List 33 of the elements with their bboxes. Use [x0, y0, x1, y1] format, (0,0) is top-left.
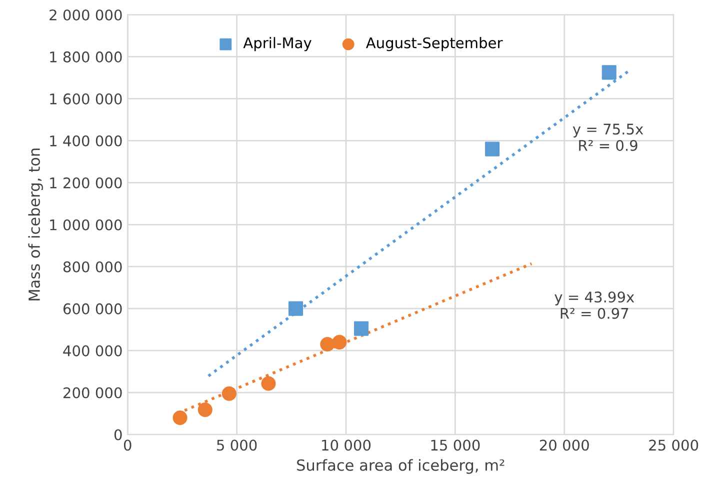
- point: [222, 386, 236, 401]
- point: [485, 142, 500, 156]
- y-tick-label: 200 000: [64, 387, 122, 398]
- y-tick-label: 1 800 000: [50, 51, 122, 62]
- x-tick-label: 15 000: [431, 440, 480, 451]
- point: [288, 301, 304, 316]
- x-tick-label: 5 000: [217, 440, 257, 451]
- y-tick-label: 800 000: [63, 261, 122, 272]
- y-tick-label: 400 000: [63, 345, 122, 356]
- x-tick-label: 10 000: [322, 440, 371, 451]
- y-tick-label: 1 200 000: [50, 177, 122, 188]
- point: [320, 336, 335, 352]
- x-axis-title: Surface area of iceberg, m²: [297, 459, 504, 474]
- point: [198, 402, 212, 418]
- annotation: y = 75.5x R² = 0.9: [572, 124, 644, 151]
- y-tick-label: 0: [114, 429, 122, 440]
- x-tick-label: 0: [124, 440, 132, 451]
- y-tick-label: 600 000: [63, 303, 122, 314]
- point: [261, 376, 276, 391]
- y-tick-label: 1 400 000: [50, 135, 122, 146]
- point: [602, 65, 616, 80]
- y-axis-title: Mass of iceberg, ton: [28, 148, 43, 300]
- x-tick-label: 20 000: [540, 440, 589, 451]
- point: [354, 321, 369, 336]
- annotation: y = 43.99x R² = 0.97: [554, 292, 634, 319]
- legend-label: April-May: [243, 37, 312, 52]
- x-tick-label: 25 000: [649, 440, 698, 451]
- legend-label: August-September: [366, 37, 503, 52]
- y-tick-label: 1 000 000: [50, 219, 122, 230]
- point: [172, 410, 188, 426]
- y-tick-label: 1 600 000: [50, 93, 122, 104]
- y-tick-label: 2 000 000: [50, 9, 122, 20]
- point: [332, 334, 347, 350]
